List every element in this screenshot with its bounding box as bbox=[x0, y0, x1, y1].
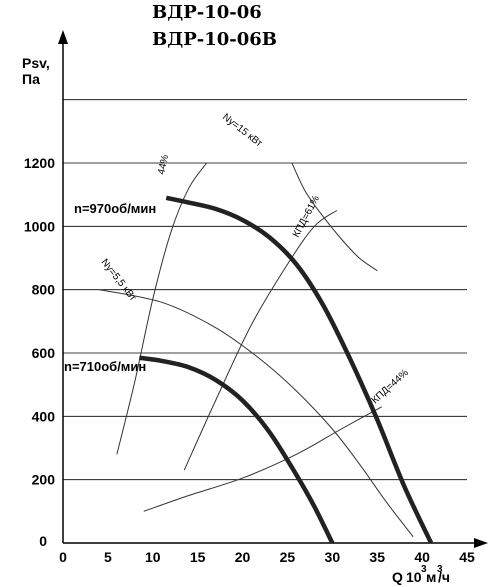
x-axis-label-q: Q bbox=[392, 569, 403, 585]
x-tick-label: 5 bbox=[104, 549, 112, 565]
aux-line bbox=[183, 210, 338, 471]
y-tick-label: 200 bbox=[32, 472, 56, 488]
label-n970: n=970об/мин bbox=[74, 201, 156, 216]
y-tick-label: 1000 bbox=[24, 218, 55, 234]
label-eff-44-top: 44% bbox=[156, 154, 171, 176]
aux-line bbox=[143, 406, 382, 512]
x-tick-labels: 0 5 10 15 20 25 30 35 40 45 bbox=[59, 549, 475, 565]
grid-lines bbox=[63, 99, 467, 481]
x-tick-label: 25 bbox=[280, 549, 296, 565]
y-axis-arrow-icon bbox=[58, 30, 68, 44]
y-tick-labels: 0 200 400 600 800 1000 1200 bbox=[24, 155, 55, 549]
x-tick-label: 20 bbox=[235, 549, 251, 565]
y-tick-label: 400 bbox=[32, 408, 56, 424]
aux-line bbox=[291, 162, 378, 272]
x-tick-label: 15 bbox=[190, 549, 206, 565]
label-n710: n=710об/мин bbox=[64, 359, 146, 374]
x-axis-label-exp2: 3 bbox=[437, 564, 443, 575]
y-axis-label-line1: Psv, bbox=[22, 55, 50, 71]
x-tick-label: 35 bbox=[369, 549, 385, 565]
x-axis-label-m: м bbox=[426, 569, 436, 585]
aux-lines bbox=[98, 162, 414, 537]
x-tick-label: 45 bbox=[459, 549, 475, 565]
label-ny-5-5: Ny=5,5 кВт bbox=[99, 257, 139, 304]
x-tick-label: 30 bbox=[325, 549, 341, 565]
y-tick-label: 1200 bbox=[24, 155, 55, 171]
label-ny-15: Ny=15 кВт bbox=[220, 112, 264, 150]
x-axis-label-ten: 10 bbox=[406, 569, 422, 585]
fan-curve-line bbox=[165, 195, 434, 544]
label-eff-44-low: КПД=44% bbox=[370, 367, 411, 406]
aux-line bbox=[98, 289, 414, 537]
chart-title-1: ВДР-10-06 bbox=[152, 2, 262, 23]
x-tick-label: 10 bbox=[145, 549, 161, 565]
axes bbox=[58, 30, 488, 548]
y-tick-label: 800 bbox=[32, 282, 56, 298]
y-tick-label: 0 bbox=[39, 533, 47, 549]
fan-curve-line bbox=[138, 355, 335, 544]
y-axis-label-line2: Па bbox=[22, 71, 40, 87]
x-axis-label: Q 10 3 м 3 /ч bbox=[392, 564, 450, 585]
fan-curves bbox=[138, 195, 434, 544]
y-tick-label: 600 bbox=[32, 345, 56, 361]
chart-title-2: ВДР-10-06В bbox=[152, 29, 277, 50]
x-tick-label: 0 bbox=[59, 549, 67, 565]
x-axis-label-exp1: 3 bbox=[421, 564, 427, 575]
x-tick-label: 40 bbox=[414, 549, 430, 565]
x-axis-arrow-icon bbox=[474, 538, 488, 548]
x-axis-label-per-h: /ч bbox=[438, 569, 450, 585]
aux-line bbox=[116, 162, 208, 455]
label-eff-61: КПД=61% bbox=[291, 194, 322, 240]
